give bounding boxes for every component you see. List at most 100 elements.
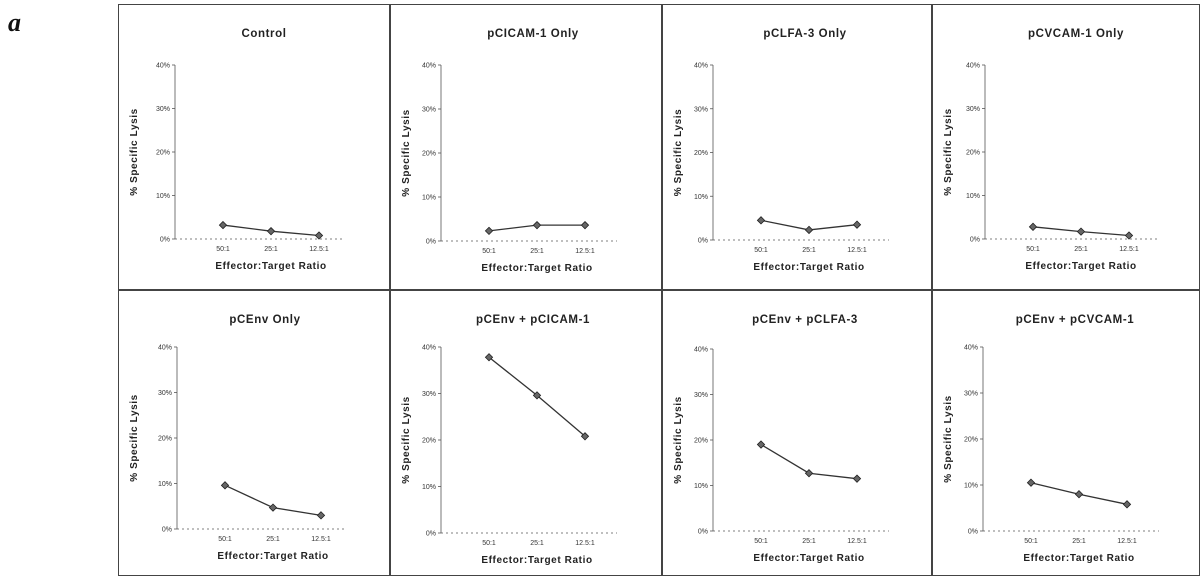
y-tick-label: 10% <box>966 193 980 200</box>
x-tick-label: 12.5:1 <box>309 246 329 253</box>
chart-panel: pCEnv + pCICAM-1 0% 10% 20% 30% 40% 50:1 25:1 12… <box>390 290 662 576</box>
y-tick-label: 20% <box>422 438 436 445</box>
y-tick-label: 40% <box>694 63 708 70</box>
y-tick-label: 10% <box>964 483 978 490</box>
x-tick-label: 50:1 <box>482 540 496 547</box>
x-axis-label: Effector:Target Ratio <box>753 553 864 564</box>
y-tick-label: 40% <box>964 345 978 352</box>
y-tick-label: 0% <box>698 529 708 536</box>
x-axis-label: Effector:Target Ratio <box>1025 261 1136 272</box>
line-chart: pCLFA-3 Only 0% 10% 20% 30% 40% 50:1 25:1 12.5:1… <box>673 28 889 273</box>
data-point <box>1028 222 1038 231</box>
y-axis-label: % Specific Lysis <box>401 109 412 197</box>
x-tick-label: 50:1 <box>482 248 496 255</box>
y-tick-label: 10% <box>422 484 436 491</box>
y-tick-label: 30% <box>156 106 170 113</box>
chart-panel: pCLFA-3 Only 0% 10% 20% 30% 40% 50:1 25:1 12.5:1… <box>662 4 932 290</box>
y-tick-label: 40% <box>422 63 436 70</box>
data-point <box>532 220 542 230</box>
y-tick-label: 0% <box>426 239 436 246</box>
y-tick-label: 30% <box>694 106 708 113</box>
x-tick-label: 12.5:1 <box>575 248 595 255</box>
data-point <box>1122 500 1132 509</box>
x-tick-label: 12.5:1 <box>847 538 867 545</box>
chart-title: pCEnv + pCVCAM-1 <box>1016 314 1135 326</box>
data-point <box>266 227 276 236</box>
y-tick-label: 0% <box>160 237 170 244</box>
data-point <box>1026 478 1036 487</box>
chart-title: pCVCAM-1 Only <box>1028 28 1124 40</box>
chart-title: pCEnv Only <box>229 314 300 326</box>
y-tick-label: 30% <box>422 391 436 398</box>
data-point <box>484 226 494 236</box>
chart-panel: pCEnv + pCLFA-3 0% 10% 20% 30% 40% 50:1 25:1 12.… <box>662 290 932 576</box>
data-point <box>220 481 230 490</box>
y-tick-label: 30% <box>966 106 980 113</box>
data-point <box>1076 227 1086 236</box>
chart-grid: Control 0% 10% 20% 30% 40% 50:1 25:1 12.5:1 Effec… <box>118 4 1200 576</box>
x-tick-label: 25:1 <box>530 248 544 255</box>
y-tick-label: 20% <box>156 150 170 157</box>
y-tick-label: 10% <box>156 193 170 200</box>
y-axis-label: % Specific Lysis <box>943 108 954 196</box>
y-tick-label: 10% <box>694 483 708 490</box>
data-point <box>218 220 228 230</box>
x-tick-label: 50:1 <box>754 247 768 254</box>
y-tick-label: 0% <box>968 529 978 536</box>
chart-title: Control <box>241 28 286 40</box>
x-tick-label: 12.5:1 <box>847 247 867 254</box>
x-tick-label: 25:1 <box>1072 538 1086 545</box>
data-point <box>1074 490 1084 499</box>
x-tick-label: 25:1 <box>1074 246 1088 253</box>
y-axis-label: % Specific Lysis <box>129 108 140 196</box>
y-tick-label: 40% <box>156 63 170 70</box>
chart-title: pCLFA-3 Only <box>763 28 846 40</box>
line-chart: pCEnv + pCLFA-3 0% 10% 20% 30% 40% 50:1 25:1 12.… <box>673 314 889 564</box>
data-point <box>756 216 766 225</box>
y-tick-label: 20% <box>422 151 436 158</box>
y-tick-label: 20% <box>694 438 708 445</box>
y-tick-label: 0% <box>426 531 436 538</box>
data-point <box>804 469 814 478</box>
x-axis-label: Effector:Target Ratio <box>481 555 592 566</box>
x-tick-label: 25:1 <box>802 247 816 254</box>
data-point <box>1124 231 1134 240</box>
data-point <box>852 220 862 229</box>
x-tick-label: 25:1 <box>530 540 544 547</box>
y-tick-label: 40% <box>158 345 172 352</box>
y-tick-label: 20% <box>694 150 708 157</box>
line-chart: pCEnv Only 0% 10% 20% 30% 40% 50:1 25:1 12.5:1 Ef… <box>129 314 345 562</box>
x-tick-label: 25:1 <box>802 538 816 545</box>
x-tick-label: 12.5:1 <box>311 536 331 543</box>
data-point <box>804 225 814 235</box>
x-tick-label: 50:1 <box>1024 538 1038 545</box>
x-tick-label: 50:1 <box>1026 246 1040 253</box>
chart-panel: pCEnv Only 0% 10% 20% 30% 40% 50:1 25:1 12.5:1 Ef… <box>118 290 390 576</box>
y-tick-label: 10% <box>422 195 436 202</box>
y-tick-label: 0% <box>162 527 172 534</box>
x-axis-label: Effector:Target Ratio <box>217 551 328 562</box>
data-point <box>532 391 542 400</box>
y-axis-label: % Specific Lysis <box>673 109 684 197</box>
chart-panel: pCICAM-1 Only 0% 10% 20% 30% 40% 50:1 25:1 12.5:… <box>390 4 662 290</box>
chart-title: pCEnv + pCLFA-3 <box>752 314 858 326</box>
x-tick-label: 50:1 <box>218 536 232 543</box>
x-tick-label: 12.5:1 <box>1117 538 1137 545</box>
figure-panel-label: a <box>8 8 21 37</box>
data-point <box>484 353 494 362</box>
x-tick-label: 12.5:1 <box>1119 246 1139 253</box>
x-tick-label: 50:1 <box>754 538 768 545</box>
y-tick-label: 30% <box>964 391 978 398</box>
x-tick-label: 12.5:1 <box>575 540 595 547</box>
y-tick-label: 30% <box>694 392 708 399</box>
y-axis-label: % Specific Lysis <box>943 395 954 483</box>
x-axis-label: Effector:Target Ratio <box>215 261 326 272</box>
chart-title: pCICAM-1 Only <box>487 28 579 40</box>
data-point <box>316 511 326 520</box>
y-tick-label: 40% <box>694 347 708 354</box>
x-axis-label: Effector:Target Ratio <box>1023 553 1134 564</box>
line-chart: Control 0% 10% 20% 30% 40% 50:1 25:1 12.5:1 Effec… <box>129 28 345 272</box>
y-tick-label: 10% <box>158 481 172 488</box>
y-tick-label: 40% <box>966 63 980 70</box>
data-point <box>580 220 590 230</box>
